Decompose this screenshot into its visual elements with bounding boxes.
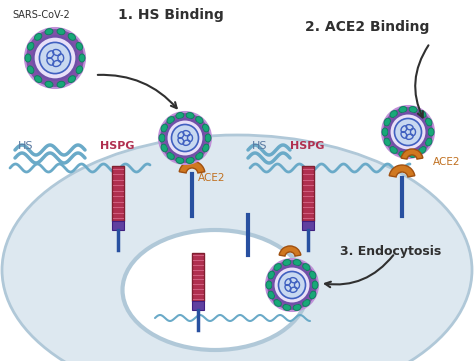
Ellipse shape — [419, 147, 426, 153]
Wedge shape — [179, 161, 205, 173]
Ellipse shape — [426, 138, 432, 146]
Ellipse shape — [283, 260, 291, 266]
Ellipse shape — [303, 300, 310, 306]
Ellipse shape — [167, 153, 174, 160]
Ellipse shape — [45, 81, 53, 87]
Ellipse shape — [57, 29, 65, 35]
Ellipse shape — [205, 134, 211, 142]
Text: ACE2: ACE2 — [433, 157, 461, 167]
Circle shape — [39, 42, 71, 74]
Ellipse shape — [390, 147, 397, 153]
Ellipse shape — [428, 128, 434, 136]
Ellipse shape — [35, 76, 42, 83]
Circle shape — [382, 106, 434, 158]
Circle shape — [159, 112, 211, 164]
Ellipse shape — [27, 66, 34, 74]
Ellipse shape — [283, 304, 291, 310]
Ellipse shape — [399, 106, 407, 113]
Ellipse shape — [202, 124, 209, 132]
Ellipse shape — [310, 291, 316, 299]
Text: HS: HS — [18, 141, 34, 151]
Ellipse shape — [310, 271, 316, 279]
Circle shape — [273, 266, 311, 304]
Circle shape — [279, 271, 306, 299]
Wedge shape — [389, 165, 415, 177]
Ellipse shape — [409, 106, 417, 113]
Ellipse shape — [45, 29, 53, 35]
Text: HSPG: HSPG — [290, 141, 325, 151]
Ellipse shape — [161, 144, 167, 152]
Bar — [192, 301, 204, 310]
Bar — [112, 221, 124, 230]
Ellipse shape — [268, 271, 274, 279]
Ellipse shape — [186, 157, 194, 164]
Ellipse shape — [68, 34, 75, 40]
Ellipse shape — [293, 304, 301, 310]
Ellipse shape — [176, 113, 184, 119]
Ellipse shape — [161, 124, 167, 132]
Ellipse shape — [76, 66, 82, 74]
Ellipse shape — [196, 117, 203, 123]
Bar — [302, 221, 314, 230]
Ellipse shape — [266, 281, 272, 289]
Ellipse shape — [176, 157, 184, 164]
Text: 1. HS Binding: 1. HS Binding — [118, 8, 224, 22]
Ellipse shape — [390, 110, 397, 117]
Wedge shape — [401, 149, 423, 159]
Ellipse shape — [399, 151, 407, 157]
Ellipse shape — [384, 138, 391, 146]
Ellipse shape — [68, 76, 75, 83]
Text: 2. ACE2 Binding: 2. ACE2 Binding — [305, 20, 429, 34]
Ellipse shape — [79, 54, 85, 62]
Ellipse shape — [76, 43, 82, 50]
Ellipse shape — [274, 264, 281, 270]
Circle shape — [172, 125, 199, 152]
Bar — [112, 166, 124, 221]
Circle shape — [33, 36, 77, 79]
Circle shape — [394, 118, 421, 145]
Circle shape — [389, 113, 427, 151]
Ellipse shape — [122, 230, 308, 350]
Text: SARS-CoV-2: SARS-CoV-2 — [12, 10, 70, 20]
Ellipse shape — [35, 34, 42, 40]
Ellipse shape — [2, 135, 472, 361]
Ellipse shape — [312, 281, 318, 289]
Ellipse shape — [196, 153, 203, 160]
Ellipse shape — [274, 300, 281, 306]
Ellipse shape — [293, 260, 301, 266]
Text: HS: HS — [252, 141, 267, 151]
Bar — [302, 166, 314, 221]
Ellipse shape — [409, 151, 417, 157]
Text: HSPG: HSPG — [100, 141, 135, 151]
Ellipse shape — [384, 118, 391, 126]
Ellipse shape — [419, 110, 426, 117]
Ellipse shape — [202, 144, 209, 152]
Circle shape — [166, 119, 204, 157]
Circle shape — [25, 28, 85, 88]
Text: 3. Endocytosis: 3. Endocytosis — [340, 245, 441, 258]
Ellipse shape — [303, 264, 310, 270]
Ellipse shape — [27, 43, 34, 50]
Bar — [192, 253, 204, 301]
Ellipse shape — [25, 54, 31, 62]
Ellipse shape — [186, 113, 194, 119]
Ellipse shape — [57, 81, 65, 87]
Wedge shape — [279, 246, 301, 256]
Ellipse shape — [159, 134, 165, 142]
Ellipse shape — [167, 117, 174, 123]
Circle shape — [266, 259, 318, 311]
Ellipse shape — [268, 291, 274, 299]
Ellipse shape — [426, 118, 432, 126]
Text: ACE2: ACE2 — [198, 173, 226, 183]
Ellipse shape — [382, 128, 388, 136]
